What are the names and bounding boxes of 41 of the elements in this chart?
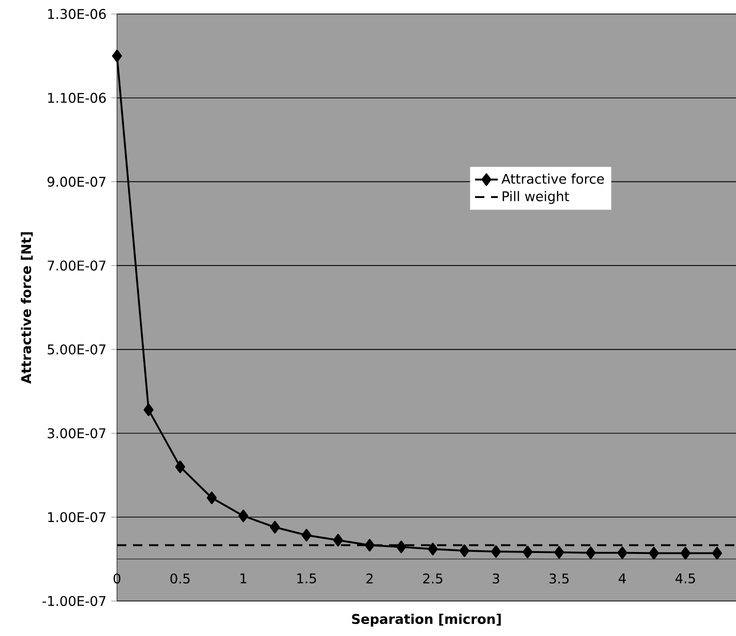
- y-tick-label: 9.00E-07: [48, 176, 106, 187]
- legend-label: Attractive force: [502, 174, 604, 184]
- point: [206, 492, 217, 504]
- point: [175, 460, 186, 474]
- x-tick-label: 1.5: [297, 573, 316, 584]
- point: [554, 546, 564, 559]
- legend-label: Pill weight: [502, 191, 570, 204]
- y-axis-title: Attractive force [Nt]: [20, 232, 33, 384]
- point: [270, 520, 280, 534]
- point: [680, 546, 690, 560]
- point: [144, 404, 154, 416]
- y-tick-label: 1.00E-07: [48, 512, 106, 522]
- x-tick-label: 3.5: [550, 573, 569, 584]
- y-tick-label: 5.00E-07: [48, 344, 106, 354]
- y-tick-label: -1.00E-07: [42, 596, 106, 606]
- point: [522, 546, 532, 558]
- point: [112, 50, 122, 62]
- point: [428, 542, 438, 556]
- point: [238, 510, 248, 522]
- y-tick-label: 1.30E-06: [48, 8, 106, 20]
- x-tick-label: 3: [492, 573, 500, 584]
- point: [648, 546, 659, 560]
- x-axis-title: Separation [micron]: [352, 614, 501, 627]
- x-tick-label: 0.5: [170, 573, 190, 584]
- y-tick-label: 1.10E-06: [48, 92, 106, 103]
- x-tick-label: 2.5: [423, 573, 442, 584]
- point: [333, 534, 344, 546]
- x-tick-label: 1: [240, 573, 246, 584]
- point: [491, 545, 501, 558]
- x-tick-label: 4.5: [676, 573, 695, 584]
- y-tick-label: 3.00E-07: [48, 428, 106, 438]
- point: [617, 546, 628, 560]
- x-tick-label: 2: [366, 573, 373, 584]
- point: [459, 544, 470, 557]
- point: [712, 546, 722, 560]
- point: [302, 528, 312, 542]
- x-tick-label: 4: [618, 573, 626, 584]
- point: [396, 540, 406, 554]
- point: [364, 538, 375, 552]
- y-tick-label: 7.00E-07: [48, 260, 106, 271]
- point: [586, 546, 596, 560]
